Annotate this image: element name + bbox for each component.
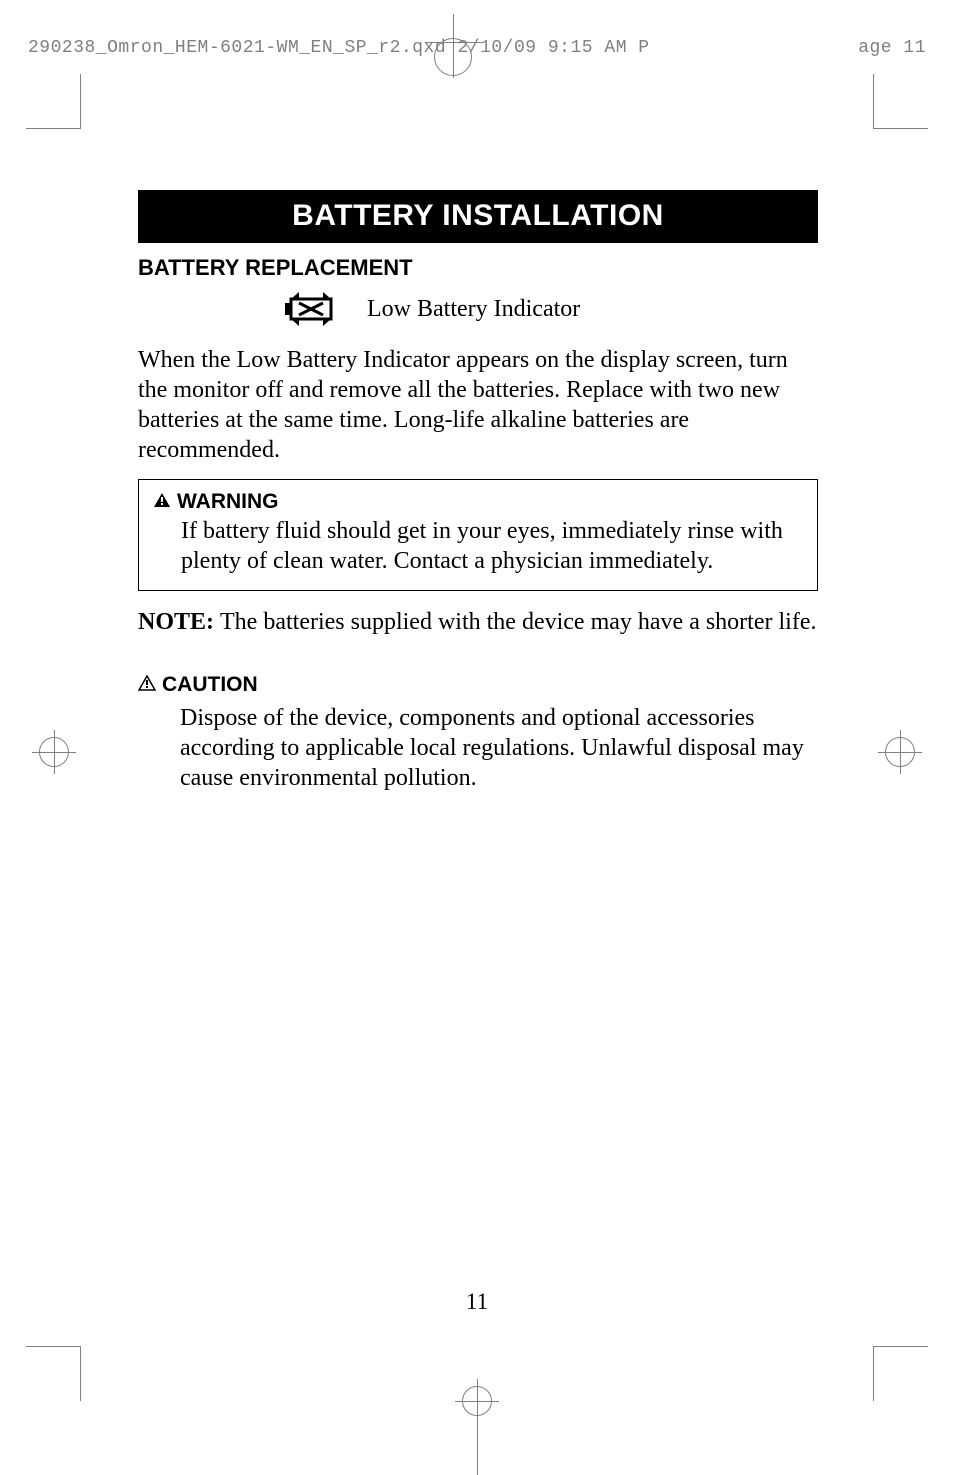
trim-mark xyxy=(80,1346,81,1401)
trim-mark xyxy=(26,128,81,129)
page-number: 11 xyxy=(0,1289,954,1315)
warning-body: If battery fluid should get in your eyes… xyxy=(181,516,803,576)
warning-box: WARNING If battery fluid should get in y… xyxy=(138,479,818,591)
caution-heading-text: CAUTION xyxy=(162,673,258,697)
registration-mark-right xyxy=(878,730,922,774)
warning-triangle-icon xyxy=(153,491,171,514)
registration-mark-left xyxy=(32,730,76,774)
caution-heading: CAUTION xyxy=(138,673,818,697)
caution-triangle-icon xyxy=(138,674,156,697)
crop-mark-top xyxy=(425,14,481,70)
page-title: BATTERY INSTALLATION xyxy=(138,190,818,243)
page-content: BATTERY INSTALLATION BATTERY REPLACEMENT… xyxy=(138,190,818,793)
print-header-left: 290238_Omron_HEM-6021-WM_EN_SP_r2.qxd 2/… xyxy=(28,38,650,58)
warning-heading-text: WARNING xyxy=(177,490,279,514)
crop-line-bottom xyxy=(477,1415,478,1475)
battery-indicator-line: Low Battery Indicator xyxy=(283,289,818,329)
warning-heading: WARNING xyxy=(153,490,803,514)
trim-mark xyxy=(873,128,928,129)
section-heading: BATTERY REPLACEMENT xyxy=(138,255,818,281)
low-battery-icon xyxy=(283,289,343,329)
body-paragraph: When the Low Battery Indicator appears o… xyxy=(138,345,818,465)
note-line: NOTE: The batteries supplied with the de… xyxy=(138,607,818,637)
trim-mark xyxy=(26,1346,81,1347)
trim-mark xyxy=(873,74,874,129)
trim-mark xyxy=(873,1346,874,1401)
print-header-right: age 11 xyxy=(858,38,926,58)
note-label: NOTE: xyxy=(138,607,214,637)
trim-mark xyxy=(80,74,81,129)
trim-mark xyxy=(873,1346,928,1347)
caution-body: Dispose of the device, components and op… xyxy=(180,703,818,793)
battery-indicator-label: Low Battery Indicator xyxy=(367,296,580,323)
note-body: The batteries supplied with the device m… xyxy=(220,607,818,637)
